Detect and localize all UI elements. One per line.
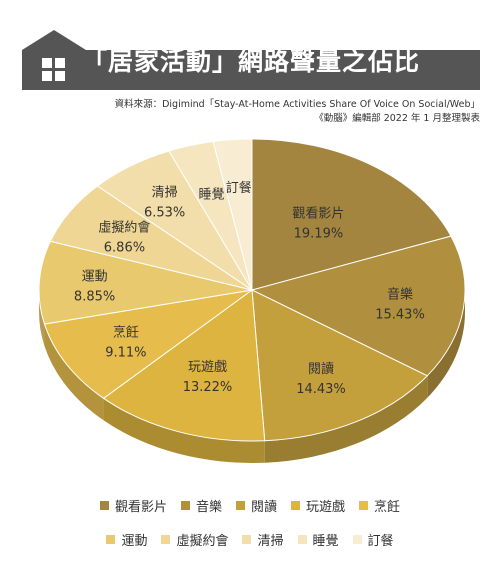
- legend-label: 運動: [121, 533, 148, 549]
- legend-swatch: [291, 500, 300, 510]
- legend-item: 運動: [106, 530, 147, 549]
- legend-label: 清掃: [257, 533, 284, 549]
- legend-item: 烹飪: [359, 496, 400, 515]
- slice-label-group: 玩遊戲 13.22%: [183, 360, 233, 395]
- legend-swatch: [180, 500, 190, 510]
- slice-label-group: 烹飪 9.11%: [105, 325, 146, 360]
- source-note: 資料來源：Digimind「Stay-At-Home Activities Sh…: [115, 98, 480, 126]
- slice-label-group: 音樂 15.43%: [375, 287, 425, 323]
- pie-slice-0: [251, 138, 452, 291]
- slice-label: 運動: [82, 269, 108, 284]
- legend-item: 音樂: [180, 496, 222, 515]
- legend-label: 玩遊戲: [306, 499, 346, 515]
- legend-swatch: [99, 500, 109, 510]
- slice-label: 虛擬約會: [98, 219, 150, 235]
- pie-side-1: [427, 290, 465, 398]
- legend-item: 訂餐: [352, 530, 394, 549]
- slice-label: 烹飪: [113, 325, 139, 340]
- slice-label: 玩遊戲: [188, 360, 227, 375]
- source-line-2: 《動腦》編輯部 2022 年 1 月整理製表: [314, 113, 480, 124]
- slice-label-group: 訂餐: [226, 180, 252, 196]
- legend-swatch: [242, 534, 252, 544]
- slice-label: 訂餐: [226, 180, 252, 196]
- pie-side-5: [39, 290, 45, 347]
- legend-row: 運動 虛擬約會 清掃 睡覺 訂餐: [0, 522, 500, 556]
- slice-value-label: 13.22%: [183, 380, 233, 395]
- legend-swatch: [297, 534, 307, 544]
- legend-row: 觀看影片 音樂 閱讀 玩遊戲 烹飪: [0, 488, 500, 522]
- legend-swatch: [161, 534, 171, 544]
- pie-slice-2: [251, 289, 429, 442]
- legend-swatch: [106, 534, 116, 544]
- slice-label-group: 閱讀 14.43%: [296, 362, 346, 397]
- slice-value-label: 9.11%: [105, 345, 146, 360]
- pie-slices: [38, 138, 466, 442]
- slice-value-label: 19.19%: [294, 227, 344, 242]
- slice-label: 觀看影片: [292, 206, 344, 222]
- legend-label: 虛擬約會: [176, 533, 229, 549]
- slice-label-group: 運動 8.85%: [74, 269, 115, 304]
- legend-label: 觀看影片: [114, 499, 167, 515]
- slice-label-group: 清掃 6.53%: [144, 185, 185, 221]
- slice-value-label: 6.53%: [144, 206, 185, 221]
- source-line-1: 資料來源：Digimind「Stay-At-Home Activities Sh…: [114, 99, 480, 110]
- legend: 觀看影片 音樂 閱讀 玩遊戲 烹飪 運動 虛擬約會 清掃 睡覺 訂餐: [0, 488, 500, 556]
- pie-labels: 觀看影片 19.19% 音樂 15.43% 閱讀 14.43% 玩遊戲 13.22% 烹飪 9.1…: [74, 180, 425, 397]
- legend-label: 訂餐: [367, 533, 394, 549]
- slice-label: 清掃: [152, 185, 178, 201]
- slice-label: 音樂: [387, 287, 413, 303]
- legend-item: 清掃: [242, 530, 284, 549]
- pie-chart: 觀看影片 19.19% 音樂 15.43% 閱讀 14.43% 玩遊戲 13.22% 烹飪 9.1…: [38, 138, 466, 463]
- legend-item: 觀看影片: [99, 496, 167, 515]
- legend-label: 閱讀: [250, 499, 277, 515]
- slice-label-group: 觀看影片 19.19%: [292, 206, 344, 242]
- slice-value-label: 15.43%: [375, 308, 425, 323]
- pie-slice-5: [38, 240, 253, 325]
- legend-label: 烹飪: [374, 499, 401, 515]
- pie-slice-3: [102, 289, 266, 442]
- pie-slice-1: [250, 235, 466, 377]
- slice-label: 閱讀: [308, 362, 334, 377]
- legend-label: 音樂: [195, 499, 222, 515]
- pie-side-4: [44, 324, 104, 421]
- legend-label: 睡覺: [312, 533, 339, 549]
- legend-item: 虛擬約會: [161, 530, 228, 549]
- legend-swatch: [359, 500, 369, 510]
- slice-value-label: 8.85%: [74, 289, 115, 304]
- slice-label-group: 睡覺: [199, 188, 225, 203]
- legend-item: 睡覺: [297, 530, 339, 549]
- pie-slice-9: [212, 138, 253, 291]
- pie-side-2: [264, 375, 428, 463]
- slice-label-group: 虛擬約會 6.86%: [98, 219, 150, 255]
- pie-side-3: [103, 398, 265, 463]
- house-window-icon: [42, 58, 65, 81]
- slice-label: 睡覺: [199, 188, 225, 203]
- pie-sides: [39, 290, 465, 463]
- legend-item: 玩遊戲: [291, 496, 345, 515]
- legend-swatch: [352, 534, 362, 544]
- slice-value-label: 6.86%: [104, 240, 145, 255]
- legend-item: 閱讀: [235, 496, 277, 515]
- title-banner: [22, 30, 480, 90]
- slice-value-label: 14.43%: [296, 382, 346, 397]
- pie-slice-4: [43, 289, 253, 399]
- chart-title: 「居家活動」網路聲量之佔比: [82, 47, 421, 76]
- legend-swatch: [235, 500, 245, 510]
